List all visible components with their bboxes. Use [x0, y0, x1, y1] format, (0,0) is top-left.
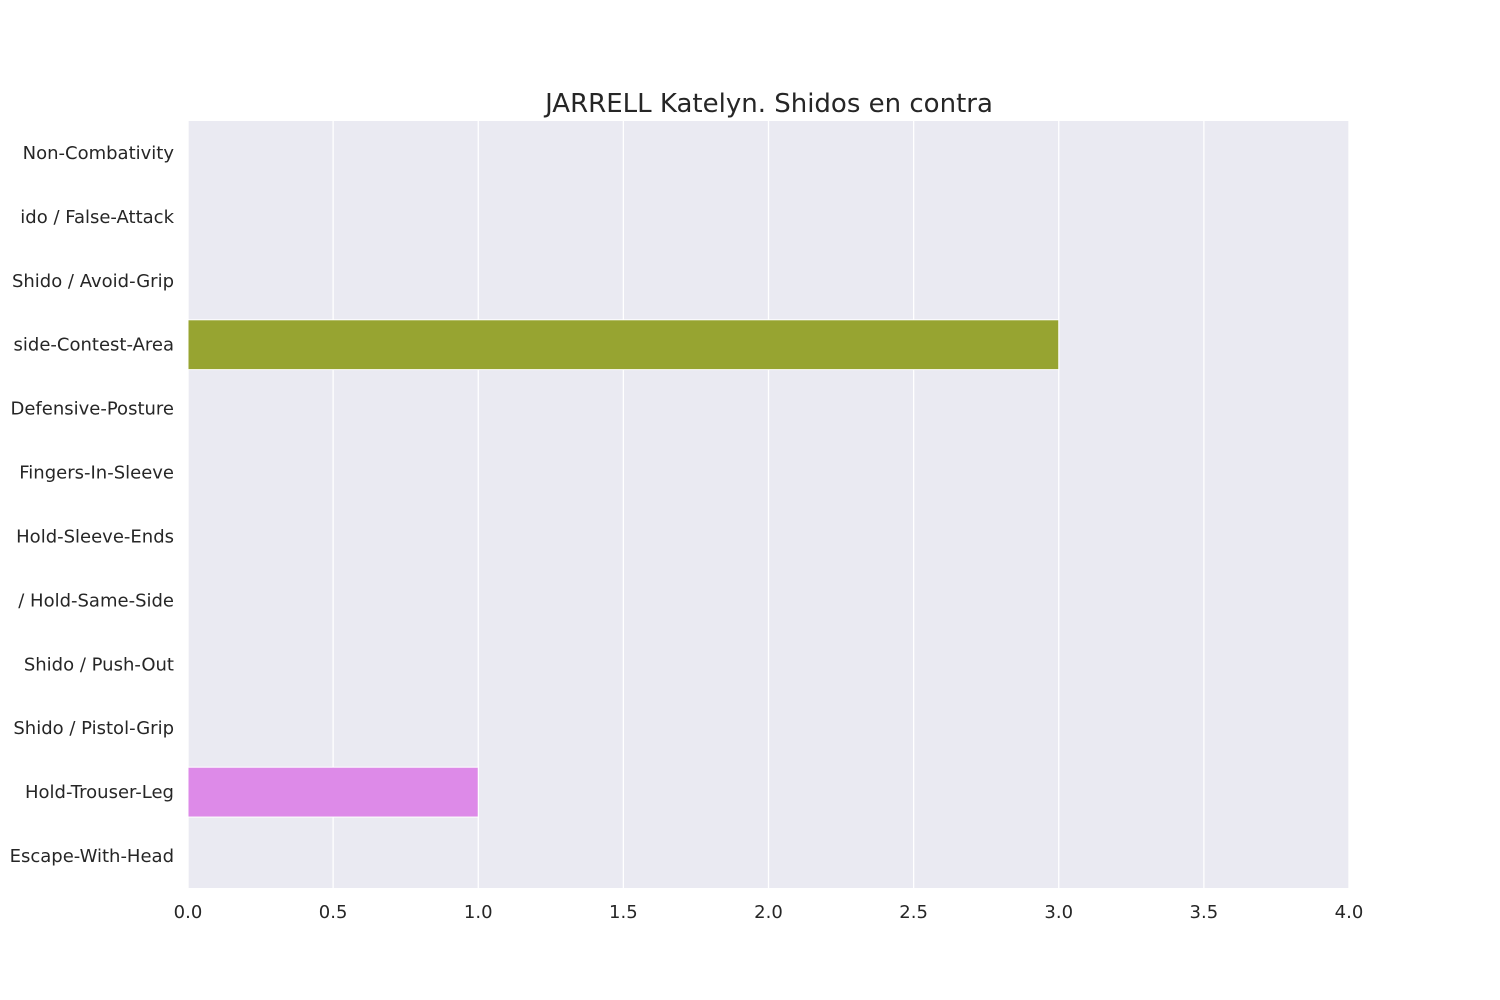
- y-tick-label: / Hold-Same-Side: [18, 590, 174, 611]
- x-tick-label: 3.0: [1044, 902, 1073, 923]
- y-tick-label: ido / False-Attack: [20, 207, 174, 228]
- y-tick-label: Shido / Pistol-Grip: [13, 718, 174, 739]
- x-tick-label: 0.5: [319, 902, 348, 923]
- y-tick-label: Escape-With-Head: [10, 846, 174, 867]
- x-tick-label: 0.0: [174, 902, 203, 923]
- y-tick-label: Non-Combativity: [23, 143, 175, 164]
- y-tick-label: Hold-Sleeve-Ends: [16, 526, 174, 547]
- y-tick-label: Defensive-Posture: [10, 399, 174, 420]
- bars: [187, 319, 1060, 818]
- x-tick-label: 2.0: [754, 902, 783, 923]
- chart-title: JARRELL Katelyn. Shidos en contra: [543, 89, 993, 119]
- y-tick-label: Fingers-In-Sleeve: [19, 463, 174, 484]
- y-tick-label: Shido / Avoid-Grip: [12, 271, 174, 292]
- y-tick-label: Shido / Push-Out: [24, 654, 174, 675]
- x-tick-labels: 0.0 0.5 1.0 1.5 2.0 2.5 3.0 3.5 4.0: [174, 902, 1364, 923]
- y-tick-label: Hold-Trouser-Leg: [25, 782, 174, 803]
- x-tick-label: 3.5: [1190, 902, 1219, 923]
- bar: [187, 766, 479, 818]
- y-tick-labels: Non-Combativity ido / False-Attack Shido /…: [10, 143, 175, 867]
- x-tick-label: 2.5: [899, 902, 928, 923]
- y-tick-label: side-Contest-Area: [14, 335, 174, 356]
- x-tick-label: 1.5: [609, 902, 638, 923]
- grid-lines: [187, 121, 1350, 888]
- bar: [187, 319, 1060, 371]
- x-tick-label: 1.0: [464, 902, 493, 923]
- x-tick-label: 4.0: [1335, 902, 1364, 923]
